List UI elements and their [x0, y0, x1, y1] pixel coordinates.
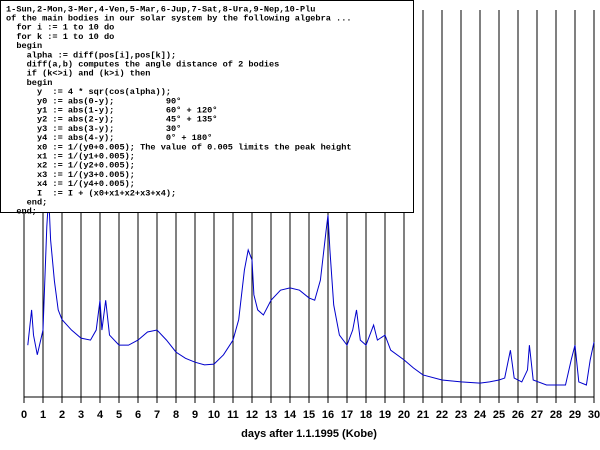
- x-tick-label: 12: [246, 409, 258, 421]
- code-line: y1 := abs(1-y); 60° + 120°: [6, 105, 217, 115]
- x-tick-label: 24: [474, 409, 487, 421]
- x-tick-label: 18: [360, 409, 372, 421]
- x-tick-label: 22: [436, 409, 448, 421]
- x-tick-label: 9: [192, 409, 198, 421]
- code-line: y0 := abs(0-y); 90°: [6, 96, 181, 106]
- code-box: 1-Sun,2-Mon,3-Mer,4-Ven,5-Mar,6-Jup,7-Sa…: [0, 0, 414, 217]
- code-line: end;: [6, 197, 47, 207]
- code-line: diff(a,b) computes the angle distance of…: [6, 59, 279, 69]
- x-tick-label: 21: [417, 409, 429, 421]
- x-tick-label: 6: [135, 409, 141, 421]
- x-tick-label: 3: [78, 409, 84, 421]
- x-tick-label: 8: [173, 409, 179, 421]
- code-line: alpha := diff(pos[i],pos[k]);: [6, 50, 176, 60]
- code-line: x1 := 1/(y1+0.005);: [6, 151, 135, 161]
- x-tick-label: 17: [341, 409, 353, 421]
- x-tick-label: 0: [21, 409, 27, 421]
- code-line: begin: [6, 78, 52, 88]
- code-line: y2 := abs(2-y); 45° + 135°: [6, 115, 217, 125]
- code-line: for i := 1 to 10 do: [6, 23, 114, 33]
- x-tick-label: 26: [512, 409, 524, 421]
- code-line: x2 := 1/(y2+0.005);: [6, 161, 135, 171]
- code-line: end;: [6, 207, 37, 217]
- x-tick-label: 15: [303, 409, 315, 421]
- x-tick-label: 11: [227, 409, 239, 421]
- x-tick-label: 7: [154, 409, 160, 421]
- x-tick-label: 1: [40, 409, 46, 421]
- code-line: if (k<>i) and (k>i) then: [6, 69, 150, 79]
- x-tick-label: 30: [588, 409, 600, 421]
- x-tick-label: 13: [265, 409, 277, 421]
- code-line: y4 := abs(4-y); 0° + 180°: [6, 133, 212, 143]
- x-axis-label: days after 1.1.1995 (Kobe): [241, 428, 377, 440]
- x-tick-label: 4: [97, 409, 104, 421]
- code-line: 1-Sun,2-Mon,3-Mer,4-Ven,5-Mar,6-Jup,7-Sa…: [6, 4, 315, 14]
- x-tick-label: 20: [398, 409, 410, 421]
- code-line: begin: [6, 41, 42, 51]
- data-line: [27, 195, 595, 386]
- x-tick-label: 23: [455, 409, 467, 421]
- x-tick-label: 27: [531, 409, 543, 421]
- x-tick-label: 28: [550, 409, 562, 421]
- code-line: for k := 1 to 10 do: [6, 32, 114, 42]
- x-tick-label: 10: [208, 409, 220, 421]
- x-tick-label: 5: [116, 409, 122, 421]
- x-tick-label: 19: [379, 409, 391, 421]
- x-tick-label: 25: [493, 409, 505, 421]
- code-line: of the main bodies in our solar system b…: [6, 13, 352, 23]
- code-box-bg: [0, 0, 414, 213]
- code-line: x3 := 1/(y3+0.005);: [6, 170, 135, 180]
- code-line: y := 4 * sqr(cos(alpha));: [6, 87, 171, 97]
- code-line: I := I + (x0+x1+x2+x3+x4);: [6, 188, 176, 198]
- code-line: x4 := 1/(y4+0.005);: [6, 179, 135, 189]
- x-tick-label: 16: [322, 409, 334, 421]
- x-tick-label: 14: [284, 409, 297, 421]
- code-line: x0 := 1/(y0+0.005); The value of 0.005 l…: [6, 142, 352, 152]
- x-tick-label: 2: [59, 409, 65, 421]
- x-tick-label: 29: [569, 409, 581, 421]
- code-line: y3 := abs(3-y); 30°: [6, 124, 181, 134]
